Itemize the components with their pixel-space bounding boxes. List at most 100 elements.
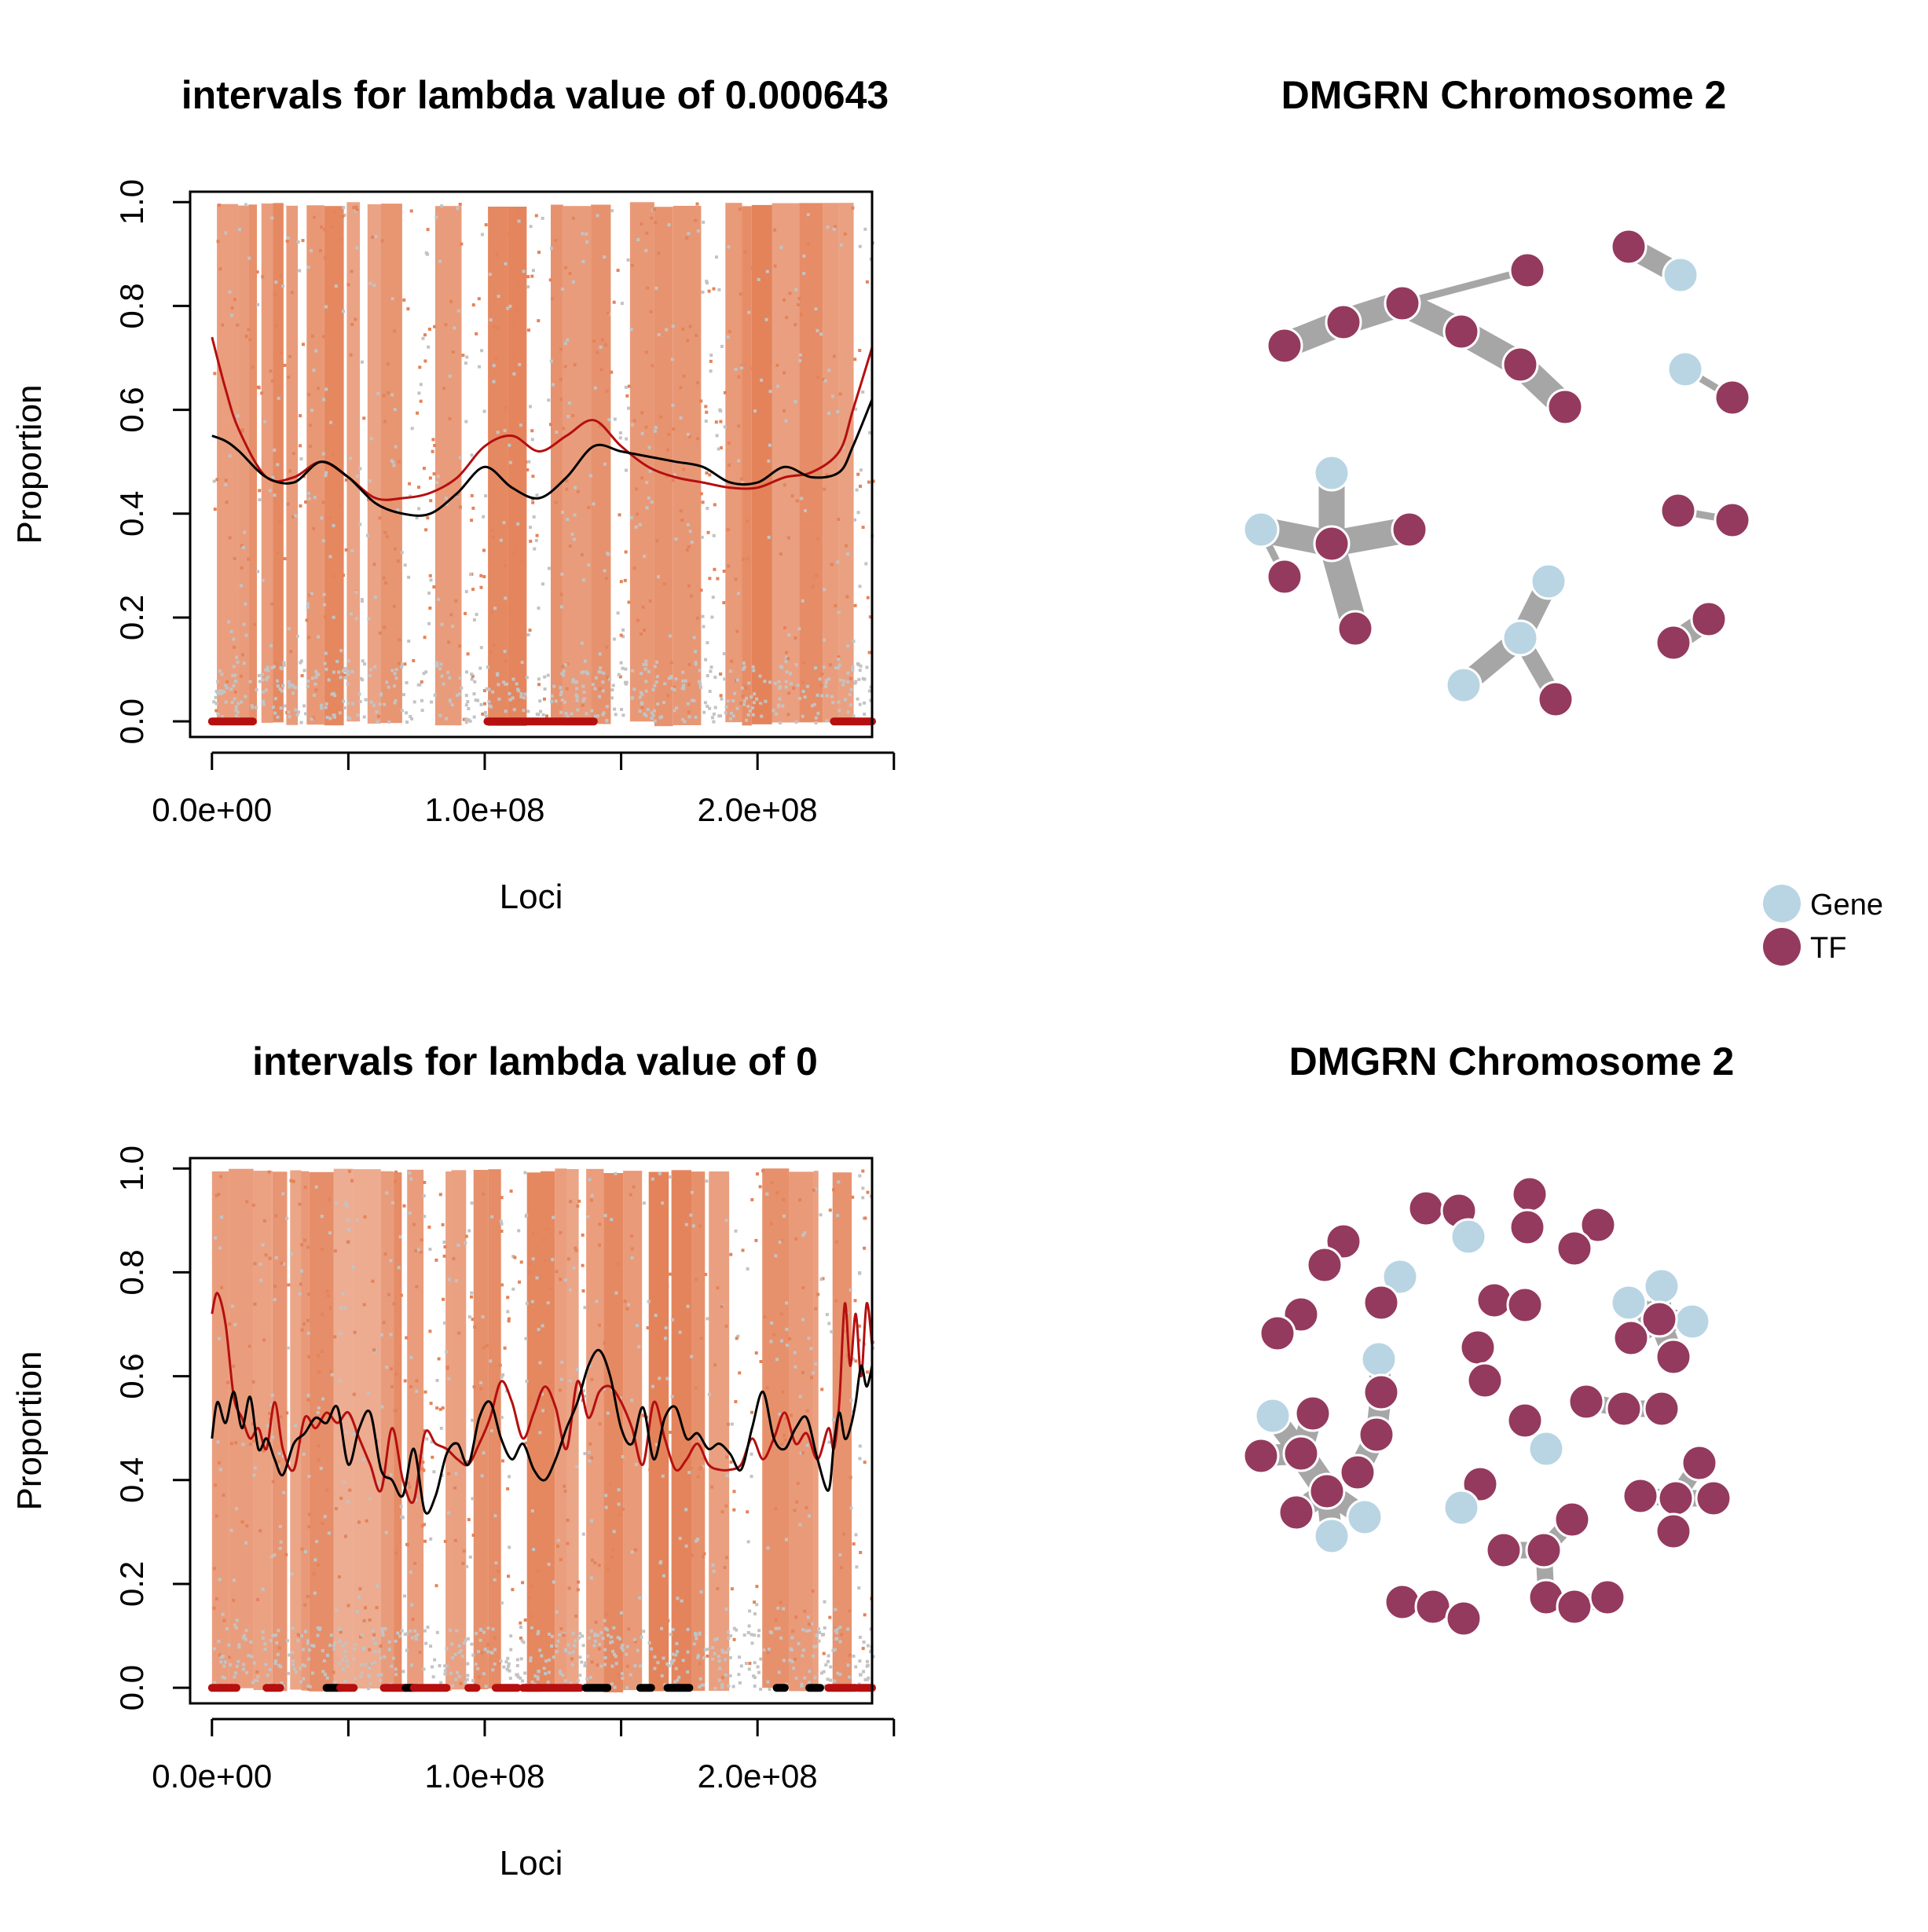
data-point (780, 1443, 784, 1446)
data-point (727, 1685, 731, 1688)
data-point (734, 1400, 738, 1403)
data-point (434, 215, 438, 219)
data-point (681, 1465, 685, 1468)
data-point (547, 1563, 551, 1566)
data-point (734, 1229, 738, 1233)
data-point (674, 677, 678, 681)
data-point (505, 682, 509, 686)
data-point (420, 1238, 423, 1242)
network-title: DMGRN Chromosome 2 (1289, 1039, 1735, 1083)
data-point (537, 677, 541, 681)
data-point (753, 1685, 757, 1688)
data-point (289, 1252, 293, 1256)
data-point (653, 1666, 657, 1670)
data-point (261, 1587, 265, 1591)
data-point (651, 1384, 654, 1388)
data-point (347, 1169, 351, 1173)
data-point (527, 1596, 531, 1599)
data-point (796, 302, 800, 306)
data-point (843, 698, 847, 702)
data-point (313, 693, 316, 697)
data-point (502, 1665, 506, 1669)
data-point (318, 248, 322, 252)
data-point (853, 518, 856, 522)
data-point (363, 1215, 367, 1219)
data-point (550, 1644, 553, 1648)
data-point (306, 266, 310, 269)
data-point (235, 1507, 238, 1511)
data-point (214, 1483, 218, 1487)
data-point (566, 1257, 570, 1261)
data-point (479, 585, 483, 589)
data-point (335, 1608, 339, 1612)
data-point (838, 1640, 842, 1644)
data-point (644, 350, 648, 354)
data-point (680, 1371, 684, 1375)
data-point (833, 225, 837, 229)
data-point (373, 1660, 377, 1664)
data-point (625, 394, 629, 398)
data-point (440, 204, 444, 208)
data-point (247, 557, 251, 561)
data-point (696, 1654, 700, 1658)
tf-node (1313, 525, 1351, 563)
data-point (483, 702, 486, 706)
data-point (566, 715, 570, 719)
data-point (833, 1679, 837, 1683)
data-point (673, 709, 676, 713)
data-point (503, 650, 507, 654)
data-point (383, 531, 387, 534)
data-point (828, 1208, 832, 1212)
data-point (686, 1304, 690, 1308)
data-point (563, 365, 567, 368)
data-point (696, 229, 700, 233)
data-point (441, 1223, 445, 1226)
data-point (618, 675, 622, 679)
data-point (541, 582, 544, 586)
data-point (375, 1606, 379, 1610)
y-tick-label: 0.2 (113, 595, 150, 640)
data-point (486, 665, 489, 669)
data-point (384, 581, 388, 585)
data-point (859, 468, 863, 472)
data-point (704, 420, 708, 423)
data-point (582, 697, 586, 701)
data-point (562, 669, 566, 673)
data-point (779, 1239, 783, 1243)
data-point (801, 1648, 805, 1652)
data-point (296, 240, 300, 244)
data-point (695, 1278, 698, 1281)
data-point (854, 680, 858, 684)
data-point (496, 672, 500, 676)
data-point (738, 1681, 742, 1685)
data-point (548, 1287, 552, 1291)
data-point (635, 487, 639, 491)
data-point (310, 249, 313, 253)
data-point (575, 695, 579, 699)
data-point (524, 460, 528, 464)
data-point (571, 280, 575, 284)
data-point (476, 1666, 480, 1670)
data-point (287, 627, 291, 631)
data-point (271, 475, 275, 479)
data-point (506, 1656, 510, 1660)
data-point (672, 427, 676, 431)
data-point (609, 1641, 612, 1644)
data-point (856, 697, 860, 701)
tf-node (1339, 1454, 1376, 1491)
data-point (644, 663, 648, 666)
data-point (480, 349, 484, 353)
data-point (667, 676, 671, 680)
data-point (823, 1600, 827, 1604)
data-point (415, 516, 419, 520)
data-point (563, 1489, 567, 1493)
data-point (530, 429, 534, 433)
data-point (709, 669, 713, 673)
data-point (577, 1679, 581, 1683)
data-point (625, 1685, 629, 1689)
data-point (271, 1435, 274, 1439)
data-point (659, 415, 663, 419)
data-point (687, 1242, 691, 1246)
data-point (244, 633, 248, 637)
data-point (857, 677, 861, 681)
